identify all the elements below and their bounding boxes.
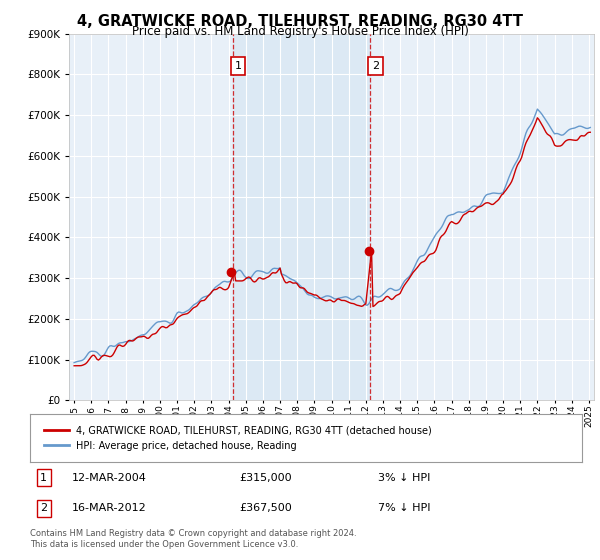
Text: Price paid vs. HM Land Registry's House Price Index (HPI): Price paid vs. HM Land Registry's House … [131, 25, 469, 38]
Text: 3% ↓ HPI: 3% ↓ HPI [378, 473, 430, 483]
Text: 1: 1 [40, 473, 47, 483]
Legend: 4, GRATWICKE ROAD, TILEHURST, READING, RG30 4TT (detached house), HPI: Average p: 4, GRATWICKE ROAD, TILEHURST, READING, R… [40, 422, 436, 455]
Text: £367,500: £367,500 [240, 503, 293, 514]
Text: 12-MAR-2004: 12-MAR-2004 [71, 473, 146, 483]
Text: £315,000: £315,000 [240, 473, 292, 483]
Bar [233, 34, 370, 400]
Text: 4, GRATWICKE ROAD, TILEHURST, READING, RG30 4TT: 4, GRATWICKE ROAD, TILEHURST, READING, R… [77, 14, 523, 29]
Text: Contains HM Land Registry data © Crown copyright and database right 2024.
This d: Contains HM Land Registry data © Crown c… [30, 529, 356, 549]
Text: 7% ↓ HPI: 7% ↓ HPI [378, 503, 430, 514]
Text: 2: 2 [40, 503, 47, 514]
Text: 2: 2 [371, 61, 379, 71]
Text: 1: 1 [235, 61, 241, 71]
Text: 16-MAR-2012: 16-MAR-2012 [71, 503, 146, 514]
